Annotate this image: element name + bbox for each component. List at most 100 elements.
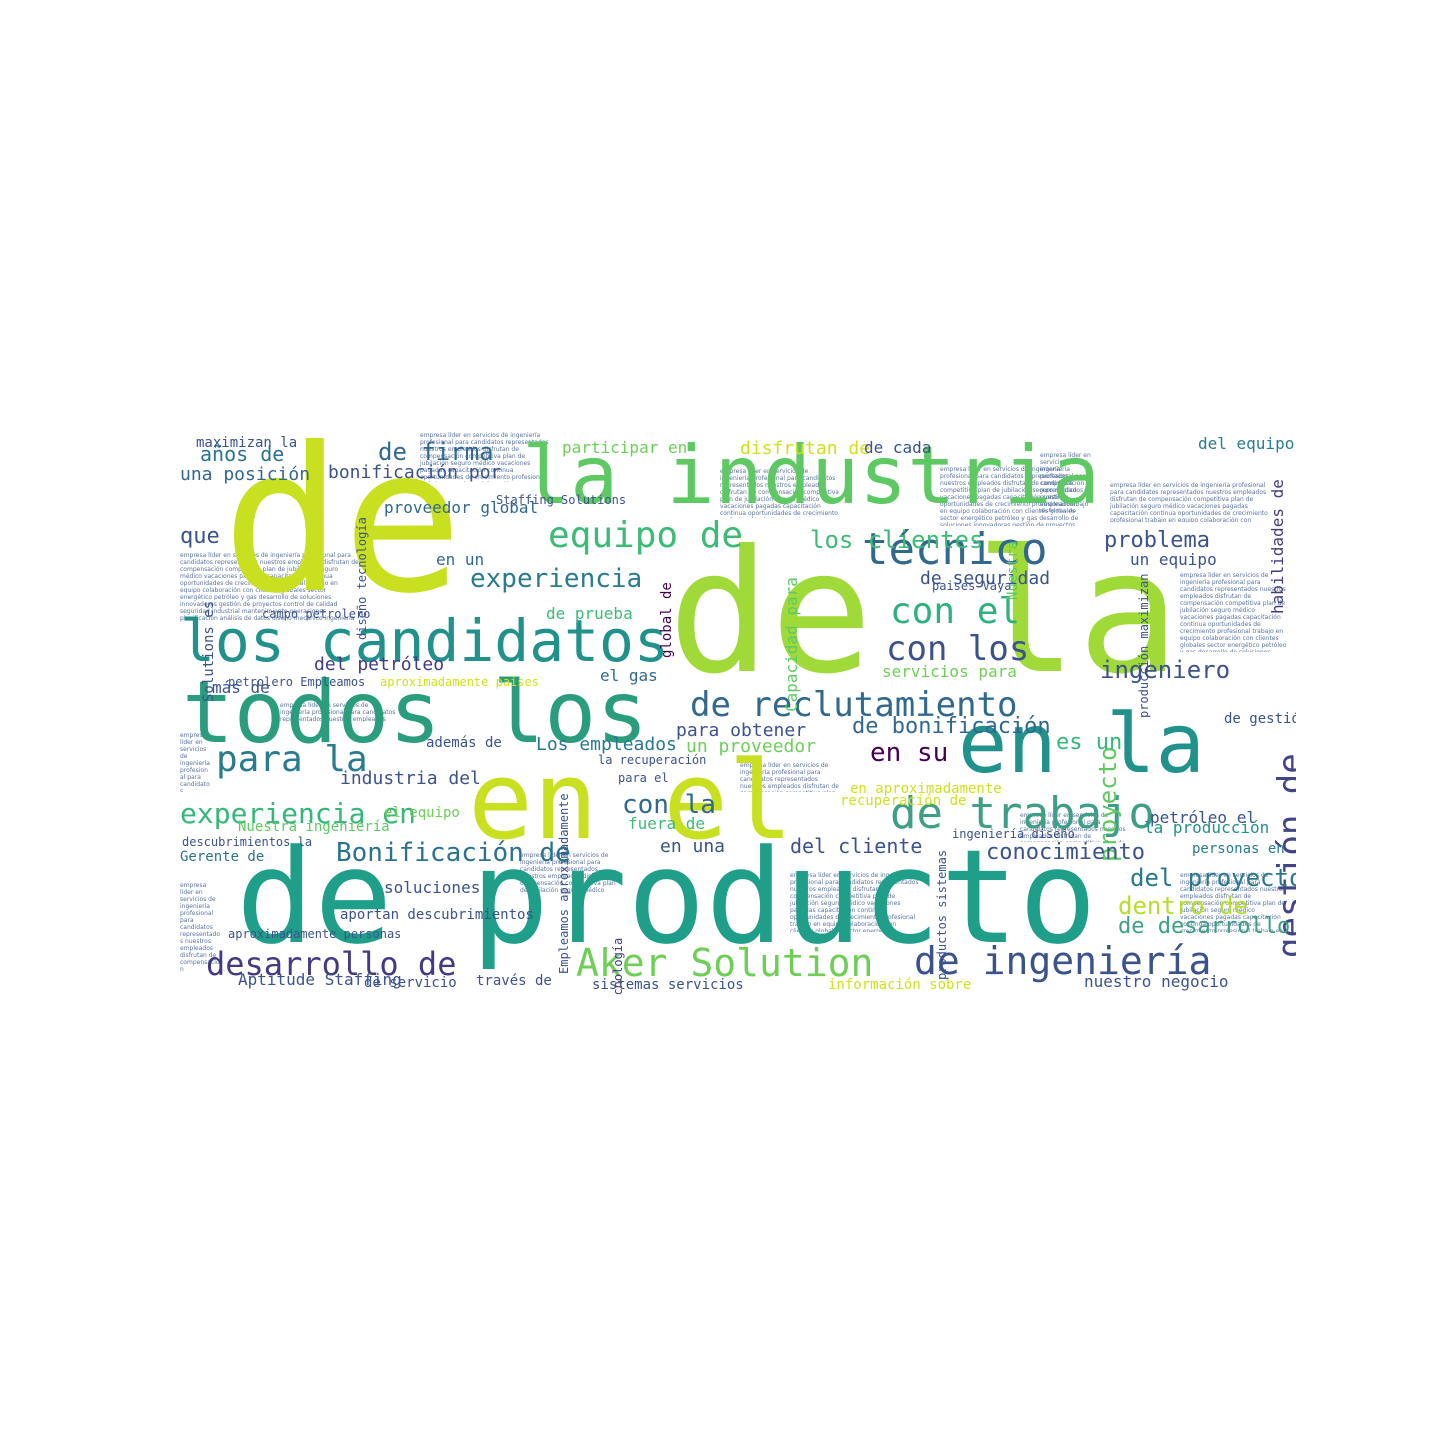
cloud-word: técnico [862,524,1048,575]
cloud-word: del petróleo [314,654,445,675]
cloud-word: de [222,432,463,638]
cloud-word: Aker Solution [576,941,874,985]
cloud-word: producción maximizan [1137,573,1151,719]
cloud-word: la industria [522,432,1100,522]
cloud-word: de reclutamiento [690,685,1018,725]
cloud-word: Solutions es [201,600,217,702]
cloud-word: Empleamos aproximadamente [557,793,571,974]
cloud-word: con la [622,790,716,820]
cloud-word: global de [659,582,675,658]
filler-text-block: empresa líder en servicios de ingeniería… [740,762,839,792]
cloud-word: todos los [182,663,648,763]
filler-text-block: empresa líder en servicios de ingeniería… [720,468,839,518]
cloud-word: el gas [600,666,658,685]
filler-text-block: empresa líder en servicios de ingeniería… [420,432,549,482]
cloud-word: ingeniero [1100,656,1231,684]
cloud-word: desarrollo de [206,945,457,983]
filler-text-block: empresa líder en servicios de ingeniería… [940,466,1089,526]
filler-text-block: empresa líder en servicios de ingeniería… [180,882,220,972]
cloud-word: un equipo [1130,550,1217,569]
filler-text-block: empresa líder en servicios de ingeniería… [1040,452,1091,512]
cloud-word: equipo de [548,515,744,556]
cloud-word: nuestro negocio [1084,972,1229,991]
cloud-word: servicios para [882,662,1017,681]
cloud-word: tecnología [611,937,625,994]
cloud-word: ingeniería diseño [952,827,1075,841]
cloud-word: en el [468,739,794,864]
cloud-word: Nuestra [1005,540,1021,600]
cloud-word: problema [1104,528,1210,553]
cloud-word: el equipo [384,805,460,821]
cloud-word: bonificación por [328,462,502,483]
cloud-word: un proveedor [686,736,817,757]
filler-text-block: empresa líder en servicios de ingeniería… [790,872,919,932]
cloud-word: experiencia [470,564,643,594]
filler-text-block: empresa líder en servicios de ingeniería… [180,732,210,792]
filler-text-block: empresa líder en servicios de ingeniería… [1180,572,1287,652]
cloud-word: que [180,524,220,549]
cloud-word: conocimiento [986,840,1145,865]
cloud-word: aproximadamente países [380,675,539,689]
cloud-word: en la [958,697,1205,792]
cloud-word: habilidades de [1268,479,1287,614]
cloud-word: de trabajo [890,788,1155,839]
cloud-word: paises Vaya [932,579,1012,593]
cloud-word: del cliente [790,834,923,858]
cloud-word: con el [890,591,1021,632]
cloud-word: petrolero Empleamos [228,675,366,689]
cloud-word: campo petrolero [262,607,371,621]
cloud-word: con los [886,629,1030,669]
cloud-word: en un [436,550,485,569]
cloud-word: de gestión [1224,711,1296,727]
cloud-word: información sobre [828,977,972,993]
cloud-word: Aptitude Staffing [238,970,402,989]
cloud-word: en aproximadamente [850,781,1002,797]
cloud-word: Staffing Solutions [496,493,627,507]
cloud-word: soluciones [384,878,481,897]
cloud-word: aportan descubrimientos [340,907,534,923]
cloud-word: Nuestra ingeniería [238,819,390,835]
filler-text-block: empresa líder en servicios de ingeniería… [520,852,619,892]
cloud-word: de servicio [364,975,457,991]
cloud-word: petróleo el [1150,808,1256,827]
cloud-word: de cada [864,438,932,457]
cloud-word: una posición [180,464,311,485]
cloud-word: Los empleados [536,734,677,755]
filler-text-block: empresa líder en servicios de ingeniería… [1020,812,1126,842]
cloud-word: de bonificación [852,714,1051,739]
cloud-word: en su [870,738,949,768]
cloud-word: del equipo [1198,434,1295,453]
cloud-word: años de [200,442,285,466]
word-cloud: empresa líder en servicios de ingeniería… [180,432,1296,994]
filler-text-block: empresa líder en servicios de ingeniería… [280,702,396,722]
cloud-word: para el [618,771,669,785]
cloud-word: en una [660,836,726,857]
cloud-word: de firma [378,438,494,466]
cloud-word: Bonificación de [336,838,571,868]
filler-text-block: empresa líder en servicios de ingeniería… [1180,872,1286,932]
cloud-word: la producción [1144,818,1270,837]
cloud-word: de seguridad [920,568,1051,589]
cloud-word: de ingeniería [914,939,1212,983]
cloud-word: experiencia en [180,797,417,830]
cloud-word: diseño tecnología [355,517,369,640]
cloud-word: dentro de [1118,892,1249,920]
cloud-word: participar en [562,438,688,457]
cloud-word: disfrutan de [740,438,871,459]
cloud-word: además de [426,735,502,751]
cloud-word: personas en [1192,841,1285,857]
cloud-word: través de [476,973,552,989]
cloud-word: del proyecto [1130,864,1296,892]
cloud-word: descubrimientos la [182,835,313,849]
cloud-word: más de [212,678,270,697]
cloud-word: de prueba [546,604,633,623]
cloud-word: industria del [340,768,481,789]
cloud-word: fuera de [628,814,706,833]
cloud-word: es un [1056,730,1123,755]
cloud-word: proveedor global [384,498,539,517]
cloud-word: de la [668,514,1180,712]
cloud-word: los candidatos [180,607,669,675]
cloud-word: Capacidad para [782,577,801,712]
filler-text-block: empresa líder en servicios de ingeniería… [1110,482,1268,522]
cloud-word: sistemas servicios [592,977,744,993]
